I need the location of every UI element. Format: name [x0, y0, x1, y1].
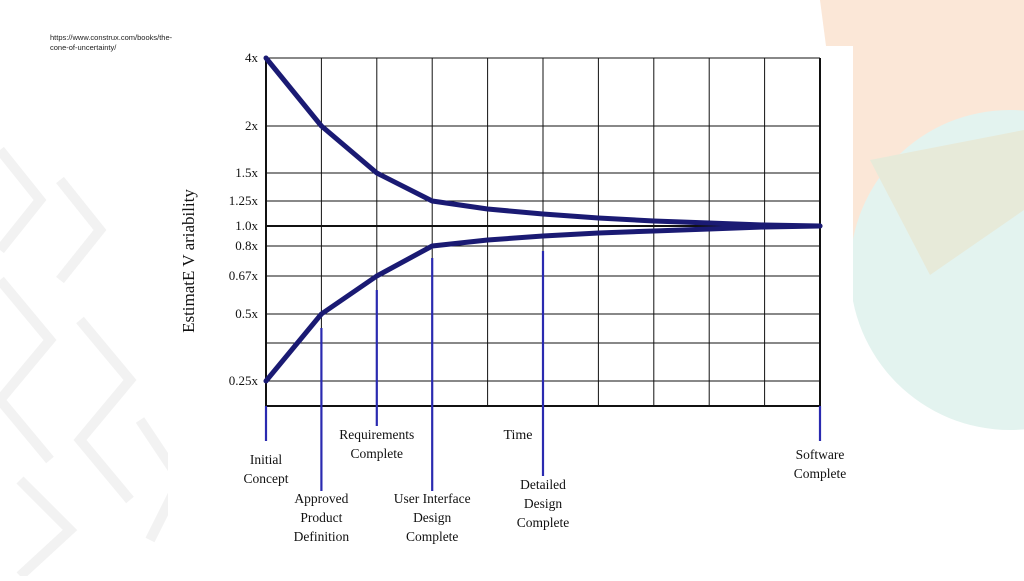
milestone-label-line: Design — [524, 496, 562, 511]
x-axis-label: Time — [503, 428, 532, 443]
milestone-label-line: Software — [796, 447, 845, 462]
milestone-label-line: Design — [413, 510, 451, 525]
y-tick-label: 0.5x — [235, 306, 258, 321]
milestone-label-line: Product — [300, 510, 342, 525]
y-tick-label: 1.25x — [229, 193, 259, 208]
milestone-label-line: Definition — [294, 529, 350, 544]
y-tick-label: 2x — [245, 118, 259, 133]
y-tick-label: 1.5x — [235, 165, 258, 180]
y-tick-label: 1.0x — [235, 218, 258, 233]
milestone-label-line: Complete — [794, 466, 847, 481]
y-axis-label: EstimatE V ariability — [179, 189, 198, 333]
milestone-label: Approved Product Definition — [294, 491, 350, 544]
milestone-label-line: Complete — [351, 446, 404, 461]
y-tick-label: 0.67x — [229, 268, 259, 283]
y-tick-label: 4x — [245, 50, 259, 65]
milestone-label: User Interface Design Complete — [394, 491, 471, 544]
milestone-label: Requirements Complete — [339, 427, 414, 461]
milestone-label: Software Complete — [794, 447, 847, 481]
milestone-label-line: Complete — [517, 515, 570, 530]
zigzag-pattern — [0, 146, 186, 576]
lower-bound-curve — [263, 223, 823, 384]
milestone-label: Detailed Design Complete — [517, 477, 570, 530]
milestone-label-line: Concept — [244, 471, 289, 486]
y-tick-label: 0.25x — [229, 373, 259, 388]
milestone-label-line: Initial — [250, 452, 282, 467]
milestone-label-line: Approved — [294, 491, 348, 506]
y-tick-label: 0.8x — [235, 238, 258, 253]
sage-shape — [870, 130, 1024, 275]
milestone-label-line: Requirements — [339, 427, 414, 442]
milestone-label-line: User Interface — [394, 491, 471, 506]
source-url[interactable]: https://www.construx.com/books/the-cone-… — [50, 33, 173, 52]
chart-panel: EstimatE V ariability Time 4x 2x 1.5x 1.25x… — [168, 46, 853, 576]
upper-bound-curve — [263, 55, 823, 229]
cone-of-uncertainty-chart: EstimatE V ariability Time 4x 2x 1.5x 1.25x… — [179, 50, 847, 544]
milestone-label-line: Complete — [406, 529, 459, 544]
milestone-label-line: Detailed — [520, 477, 566, 492]
milestone-label: Initial Concept — [244, 452, 289, 486]
